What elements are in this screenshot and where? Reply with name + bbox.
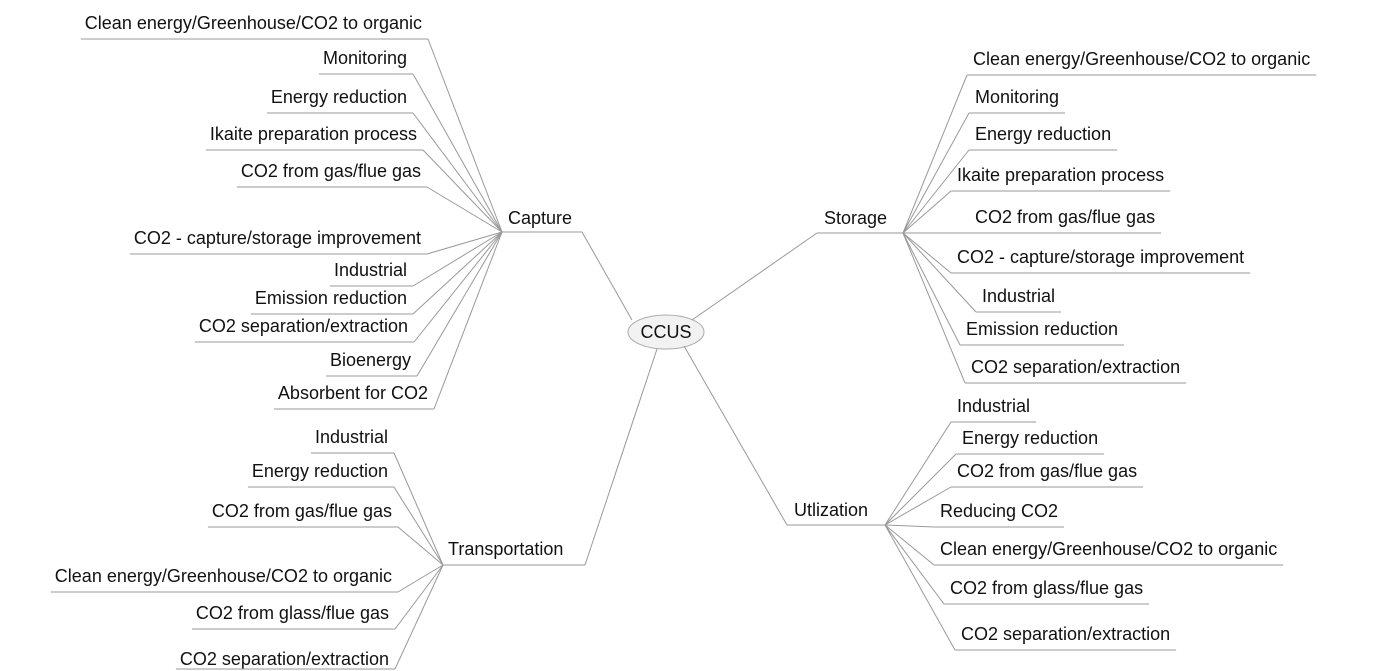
leaf-connector xyxy=(412,73,503,233)
leaf-connector xyxy=(884,453,957,526)
branch-label: Transportation xyxy=(448,539,563,559)
leaf-connector xyxy=(433,231,503,410)
branch-label: Storage xyxy=(824,208,887,228)
leaf-label: Clean energy/Greenhouse/CO2 to organic xyxy=(55,566,392,586)
leaf-connector xyxy=(394,564,444,670)
branch-connector xyxy=(683,345,788,526)
leaf-label: CO2 from glass/flue gas xyxy=(196,603,389,623)
leaf-label: Clean energy/Greenhouse/CO2 to organic xyxy=(973,49,1310,69)
leaf-connector xyxy=(884,486,952,526)
leaf-label: Industrial xyxy=(315,427,388,447)
leaf-connector xyxy=(393,486,444,566)
leaf-connector xyxy=(397,564,444,593)
leaf-label: Ikaite preparation process xyxy=(957,165,1164,185)
leaf-label: Energy reduction xyxy=(252,461,388,481)
leaf-connector xyxy=(397,526,444,566)
leaf-connector xyxy=(902,232,977,313)
leaf-connector xyxy=(884,421,952,526)
branch-label: Capture xyxy=(508,208,572,228)
branch-connector xyxy=(691,232,818,321)
leaf-connector xyxy=(902,232,966,384)
leaf-connector xyxy=(902,112,970,234)
leaf-label: Emission reduction xyxy=(255,288,407,308)
leaf-connector xyxy=(412,231,503,315)
leaf-label: Bioenergy xyxy=(330,350,411,370)
leaf-label: CO2 from gas/flue gas xyxy=(241,161,421,181)
leaf-connector xyxy=(412,112,503,233)
leaf-connector xyxy=(427,38,503,233)
leaf-label: Reducing CO2 xyxy=(940,501,1058,521)
leaf-label: CO2 - capture/storage improvement xyxy=(134,228,421,248)
branch-connector xyxy=(581,231,633,321)
leaf-label: CO2 - capture/storage improvement xyxy=(957,247,1244,267)
center-label: CCUS xyxy=(640,322,691,342)
leaf-label: Energy reduction xyxy=(962,428,1098,448)
leaf-connector xyxy=(902,149,970,234)
leaf-connector xyxy=(412,231,503,287)
leaf-label: CO2 from gas/flue gas xyxy=(975,207,1155,227)
leaf-label: Monitoring xyxy=(975,87,1059,107)
leaf-label: CO2 from gas/flue gas xyxy=(212,501,392,521)
leaf-label: Industrial xyxy=(957,396,1030,416)
branch-connector xyxy=(584,348,658,566)
leaf-label: CO2 separation/extraction xyxy=(180,649,389,669)
leaf-label: Clean energy/Greenhouse/CO2 to organic xyxy=(85,13,422,33)
leaf-connector xyxy=(394,564,444,630)
leaf-label: Clean energy/Greenhouse/CO2 to organic xyxy=(940,539,1277,559)
leaf-connector xyxy=(884,524,956,651)
leaf-label: CO2 separation/extraction xyxy=(971,357,1180,377)
leaf-connector xyxy=(884,524,935,566)
leaf-label: Industrial xyxy=(334,260,407,280)
leaf-connector xyxy=(413,231,503,343)
leaf-connector xyxy=(426,231,503,255)
leaf-connector xyxy=(393,452,444,566)
leaf-label: Industrial xyxy=(982,286,1055,306)
leaf-connector xyxy=(422,149,503,233)
leaf-connector xyxy=(902,232,952,274)
leaf-label: Monitoring xyxy=(323,48,407,68)
leaf-connector xyxy=(416,231,503,377)
leaf-connector xyxy=(426,186,503,233)
leaf-label: Ikaite preparation process xyxy=(210,124,417,144)
branch-label: Utlization xyxy=(794,500,868,520)
leaf-connector xyxy=(902,190,952,234)
leaf-label: CO2 separation/extraction xyxy=(199,316,408,336)
center-node xyxy=(627,314,705,350)
leaf-label: CO2 from gas/flue gas xyxy=(957,461,1137,481)
leaf-label: Energy reduction xyxy=(975,124,1111,144)
leaf-label: Energy reduction xyxy=(271,87,407,107)
leaf-connector xyxy=(902,232,961,346)
leaf-connector xyxy=(902,74,968,234)
leaf-connector xyxy=(884,524,935,528)
leaf-label: Absorbent for CO2 xyxy=(278,383,428,403)
leaf-label: CO2 from glass/flue gas xyxy=(950,578,1143,598)
leaf-label: CO2 separation/extraction xyxy=(961,624,1170,644)
leaf-label: Emission reduction xyxy=(966,319,1118,339)
leaf-connector xyxy=(884,524,945,605)
